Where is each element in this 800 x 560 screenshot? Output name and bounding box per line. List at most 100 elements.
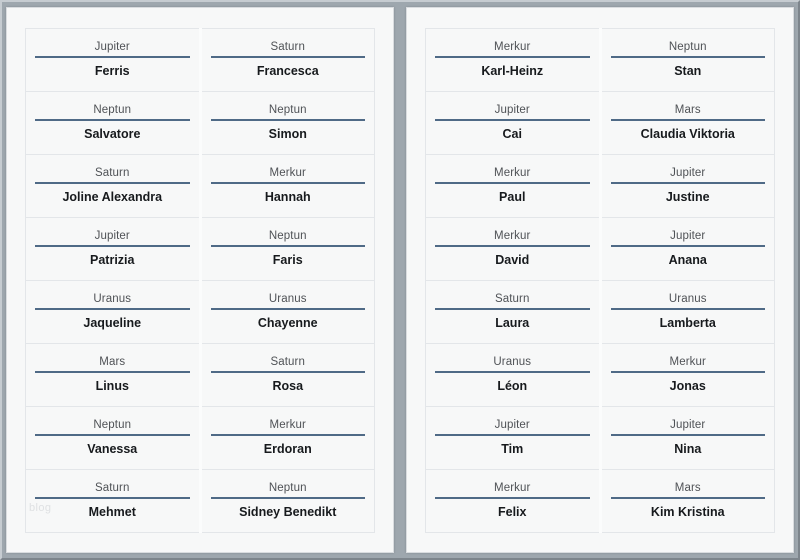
card-group-label: Merkur <box>494 167 531 179</box>
name-card[interactable]: Saturn Rosa <box>202 351 375 399</box>
name-card-cell[interactable]: Uranus Chayenne <box>198 280 375 344</box>
name-card[interactable]: Neptun Simon <box>202 99 375 147</box>
card-group-label: Jupiter <box>494 419 530 431</box>
name-card-cell[interactable]: Mars Claudia Viktoria <box>598 91 775 155</box>
name-card-cell[interactable]: Jupiter Justine <box>598 154 775 218</box>
card-person-name: Faris <box>272 253 303 267</box>
name-card[interactable]: Jupiter Patrizia <box>26 225 199 273</box>
name-card-cell[interactable]: Uranus Léon <box>425 343 602 407</box>
name-card[interactable]: Uranus Léon <box>426 351 599 399</box>
card-divider-rule <box>610 497 765 499</box>
name-card-cell[interactable]: Saturn Francesca <box>198 28 375 92</box>
table-row: Merkur Felix Mars Kim Kristina <box>425 469 775 533</box>
name-card-cell[interactable]: Saturn Mehmet <box>25 469 202 533</box>
name-card-cell[interactable]: Neptun Faris <box>198 217 375 281</box>
name-card-cell[interactable]: Neptun Stan <box>598 28 775 92</box>
name-card[interactable]: Jupiter Anana <box>602 225 775 273</box>
card-group-label: Jupiter <box>494 104 530 116</box>
name-card-cell[interactable]: Jupiter Nina <box>598 406 775 470</box>
name-card[interactable]: Neptun Faris <box>202 225 375 273</box>
name-card[interactable]: Mars Claudia Viktoria <box>602 99 775 147</box>
name-card-cell[interactable]: Saturn Laura <box>425 280 602 344</box>
card-divider-rule <box>210 182 365 184</box>
card-person-name: Francesca <box>256 64 319 78</box>
name-card-cell[interactable]: Jupiter Cai <box>425 91 602 155</box>
table-row: Jupiter Patrizia Neptun Faris <box>25 217 375 281</box>
card-group-label: Neptun <box>93 419 132 431</box>
table-row: Uranus Léon Merkur Jonas <box>425 343 775 407</box>
card-group-label: Saturn <box>270 41 305 53</box>
card-person-name: Chayenne <box>257 316 318 330</box>
card-person-name: Paul <box>499 190 526 204</box>
name-card-cell[interactable]: Neptun Salvatore <box>25 91 202 155</box>
name-card[interactable]: Neptun Salvatore <box>26 99 199 147</box>
card-person-name: Salvatore <box>84 127 141 141</box>
card-group-label: Merkur <box>494 41 531 53</box>
name-card[interactable]: Neptun Vanessa <box>26 414 199 462</box>
name-card[interactable]: Merkur Felix <box>426 477 599 525</box>
card-person-name: Karl-Heinz <box>481 64 544 78</box>
name-card-cell[interactable]: Jupiter Patrizia <box>25 217 202 281</box>
card-person-name: David <box>495 253 530 267</box>
name-card[interactable]: Saturn Mehmet <box>26 477 199 525</box>
name-card-cell[interactable]: Merkur Jonas <box>598 343 775 407</box>
name-card-cell[interactable]: Jupiter Tim <box>425 406 602 470</box>
name-card-cell[interactable]: Uranus Lamberta <box>598 280 775 344</box>
card-group-label: Saturn <box>495 293 530 305</box>
name-card[interactable]: Neptun Stan <box>602 36 775 84</box>
name-card-cell[interactable]: Merkur Felix <box>425 469 602 533</box>
name-card[interactable]: Uranus Chayenne <box>202 288 375 336</box>
name-card[interactable]: Mars Linus <box>26 351 199 399</box>
name-card[interactable]: Merkur Erdoran <box>202 414 375 462</box>
name-card-cell[interactable]: Jupiter Anana <box>598 217 775 281</box>
name-card-cell[interactable]: Mars Linus <box>25 343 202 407</box>
name-card[interactable]: Merkur Karl-Heinz <box>426 36 599 84</box>
name-card-cell[interactable]: Merkur Karl-Heinz <box>425 28 602 92</box>
name-card-cell[interactable]: Uranus Jaqueline <box>25 280 202 344</box>
card-person-name: Joline Alexandra <box>62 190 163 204</box>
name-card[interactable]: Jupiter Justine <box>602 162 775 210</box>
card-divider-rule <box>435 245 590 247</box>
card-divider-rule <box>35 182 190 184</box>
name-card[interactable]: Uranus Jaqueline <box>26 288 199 336</box>
name-card-cell[interactable]: Saturn Joline Alexandra <box>25 154 202 218</box>
card-divider-rule <box>435 182 590 184</box>
name-card-cell[interactable]: Mars Kim Kristina <box>598 469 775 533</box>
name-card-cell[interactable]: Neptun Simon <box>198 91 375 155</box>
name-card-cell[interactable]: Neptun Sidney Benedikt <box>198 469 375 533</box>
name-card-cell[interactable]: Merkur David <box>425 217 602 281</box>
card-group-label: Mars <box>674 104 701 116</box>
card-divider-rule <box>35 308 190 310</box>
card-divider-rule <box>610 119 765 121</box>
card-group-label: Merkur <box>494 482 531 494</box>
name-card-cell[interactable]: Neptun Vanessa <box>25 406 202 470</box>
table-row: Uranus Jaqueline Uranus Chayenne <box>25 280 375 344</box>
name-card-cell[interactable]: Jupiter Ferris <box>25 28 202 92</box>
name-card[interactable]: Saturn Joline Alexandra <box>26 162 199 210</box>
name-card-cell[interactable]: Merkur Paul <box>425 154 602 218</box>
name-card-cell[interactable]: Merkur Hannah <box>198 154 375 218</box>
card-divider-rule <box>35 56 190 58</box>
name-card[interactable]: Jupiter Nina <box>602 414 775 462</box>
name-card[interactable]: Merkur Hannah <box>202 162 375 210</box>
name-card[interactable]: Mars Kim Kristina <box>602 477 775 525</box>
card-person-name: Claudia Viktoria <box>640 127 735 141</box>
card-divider-rule <box>35 434 190 436</box>
name-card-cell[interactable]: Saturn Rosa <box>198 343 375 407</box>
name-card[interactable]: Merkur David <box>426 225 599 273</box>
card-person-name: Rosa <box>272 379 304 393</box>
card-group-label: Neptun <box>93 104 132 116</box>
name-card[interactable]: Saturn Francesca <box>202 36 375 84</box>
card-person-name: Mehmet <box>88 505 136 519</box>
name-card[interactable]: Saturn Laura <box>426 288 599 336</box>
name-card[interactable]: Merkur Paul <box>426 162 599 210</box>
name-card[interactable]: Jupiter Ferris <box>26 36 199 84</box>
card-divider-rule <box>210 119 365 121</box>
name-card[interactable]: Neptun Sidney Benedikt <box>202 477 375 525</box>
name-card[interactable]: Uranus Lamberta <box>602 288 775 336</box>
card-divider-rule <box>210 497 365 499</box>
name-card[interactable]: Merkur Jonas <box>602 351 775 399</box>
name-card[interactable]: Jupiter Cai <box>426 99 599 147</box>
name-card-cell[interactable]: Merkur Erdoran <box>198 406 375 470</box>
name-card[interactable]: Jupiter Tim <box>426 414 599 462</box>
